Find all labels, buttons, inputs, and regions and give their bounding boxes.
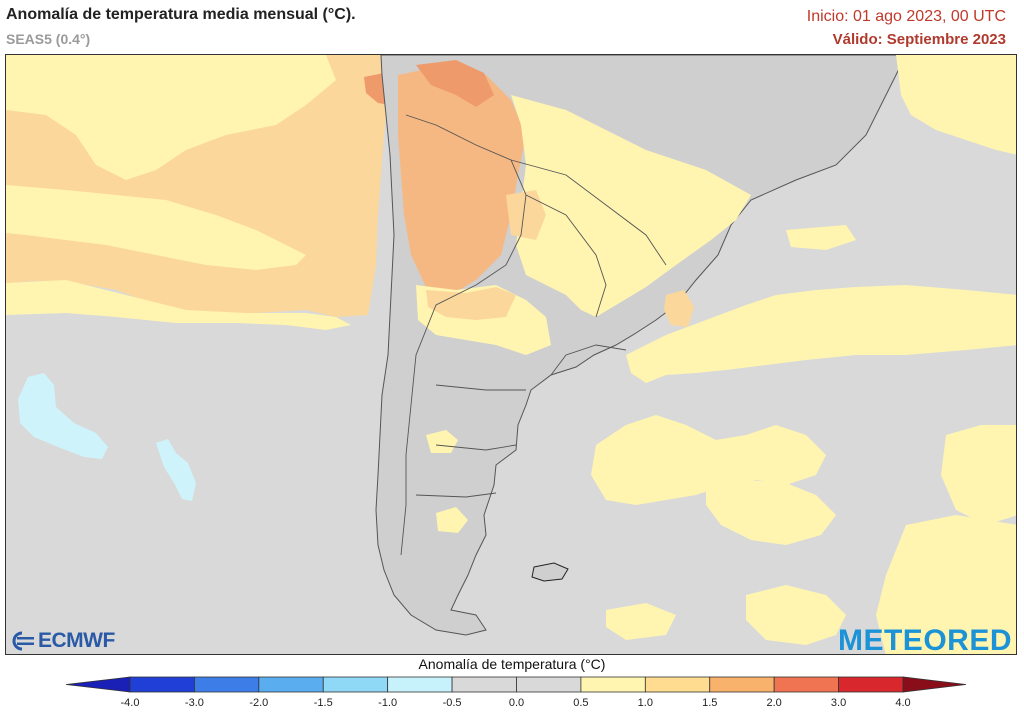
pacific-mild-area-2 (6, 185, 306, 270)
central-land-mild (511, 95, 751, 317)
colorbar-tick-label: 4.0 (895, 697, 911, 709)
colorbar-tick-label: -1.5 (313, 697, 333, 709)
colorbar-tick-label: 0.0 (508, 697, 525, 709)
colorbar-segment (709, 676, 775, 693)
colorbar-tick-label: -0.5 (442, 697, 462, 709)
ecmwf-icon (12, 631, 34, 651)
colorbar-segment (451, 676, 517, 693)
colorbar (65, 676, 967, 693)
map-title: Anomalía de temperatura media mensual (°… (6, 6, 356, 23)
ecmwf-text: ECMWF (38, 629, 115, 652)
colorbar-segment (194, 676, 260, 693)
atlantic-mild-band (626, 285, 1016, 383)
colorbar-segment (258, 676, 324, 693)
pacific-light-band (6, 280, 351, 330)
colorbar-segment (773, 676, 839, 693)
meteored-logo: METEORED (837, 624, 1012, 657)
patagonia-mild-spot-1 (426, 430, 458, 453)
falkland-islands (531, 562, 569, 582)
init-date: Inicio: 01 ago 2023, 00 UTC (806, 8, 1006, 25)
paraguay-warm-spot (506, 190, 546, 240)
colorbar-tick-label: -4.0 (120, 697, 140, 709)
colorbar-high-arrow (902, 676, 967, 693)
atlantic-mild-south-1 (591, 415, 826, 505)
atlantic-warm-spot (664, 290, 694, 327)
atlantic-mild-ne (896, 55, 1016, 155)
valid-period: Válido: Septiembre 2023 (832, 31, 1006, 48)
patagonia-mild-spot-2 (436, 507, 468, 533)
model-subtitle: SEAS5 (0.4°) (6, 31, 91, 47)
colorbar-segment (322, 676, 389, 693)
atlantic-mild-east-2 (876, 515, 1016, 654)
pacific-cool-spot-1 (18, 373, 108, 459)
colorbar-segment (838, 676, 904, 693)
pacific-mild-area (6, 55, 336, 180)
colorbar-tick-label: 1.5 (702, 697, 718, 709)
colorbar-segment (387, 676, 453, 693)
atlantic-mild-south-2 (706, 480, 836, 545)
colorbar-tick-label: -1.0 (378, 697, 398, 709)
colorbar-low-arrow (65, 676, 131, 693)
legend-title: Anomalía de temperatura (°C) (418, 656, 606, 672)
colorbar-segment (516, 676, 582, 693)
colorbar-tick-label: -3.0 (184, 697, 204, 709)
ecmwf-logo: ECMWF (8, 629, 115, 653)
map-canvas (6, 55, 1016, 654)
colorbar-tick-label: 0.5 (573, 697, 589, 709)
pacific-cool-spot-2 (156, 439, 196, 501)
colorbar-tick-label: 1.0 (637, 697, 653, 709)
colorbar-segment (580, 676, 646, 693)
atlantic-mild-mid (786, 225, 856, 250)
atlantic-mild-east-1 (941, 425, 1016, 525)
colorbar-segment (129, 676, 195, 693)
colorbar-segment (644, 676, 711, 693)
anomaly-map[interactable] (5, 54, 1017, 655)
bolivia-hot-area (416, 60, 494, 107)
atlantic-mild-south-4 (606, 603, 676, 640)
colorbar-tick-label: -2.0 (249, 697, 269, 709)
country-borders (400, 114, 667, 556)
andes-warm-area (398, 65, 526, 295)
colorbar-tick-label: 3.0 (830, 697, 847, 709)
colorbar-tick-label: 2.0 (766, 697, 782, 709)
argentina-warm-spot (426, 287, 516, 320)
atlantic-mild-south-3 (746, 585, 846, 645)
